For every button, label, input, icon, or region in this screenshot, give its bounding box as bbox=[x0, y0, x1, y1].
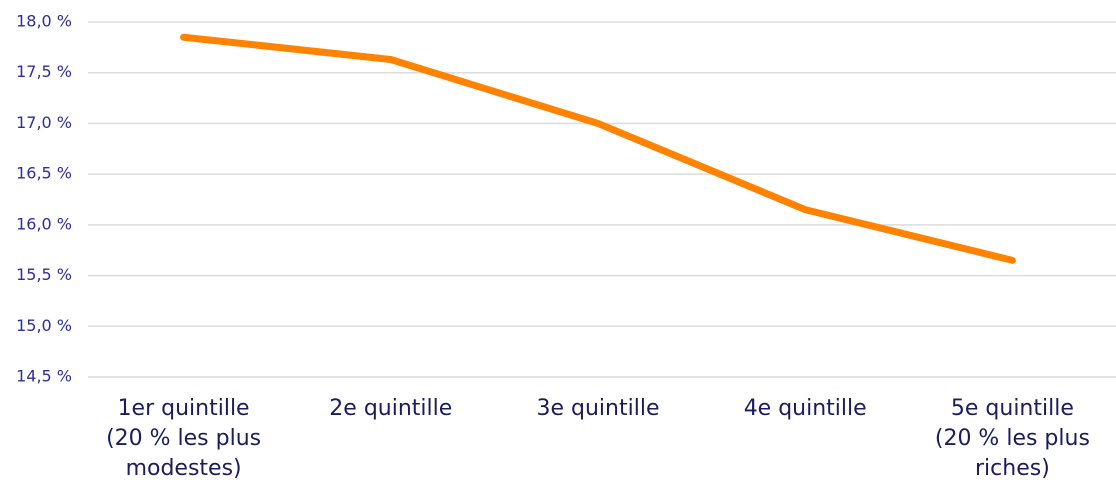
x-tick-label: 2e quintille bbox=[329, 396, 453, 421]
x-tick-label: 1er quintille (20 % les plus modestes) bbox=[106, 396, 262, 481]
y-tick-label: 17,5 % bbox=[16, 62, 72, 81]
y-tick-label: 14,5 % bbox=[16, 367, 72, 386]
x-tick-label: 5e quintille (20 % les plus riches) bbox=[934, 396, 1090, 481]
y-tick-label: 18,0 % bbox=[16, 12, 72, 31]
x-tick-label: 4e quintille bbox=[743, 396, 867, 421]
line bbox=[180, 33, 1016, 264]
y-tick-label: 15,5 % bbox=[16, 265, 72, 284]
y-tick-label: 16,0 % bbox=[16, 214, 72, 233]
x-tick-label: 3e quintille bbox=[536, 396, 660, 421]
y-tick-label: 15,0 % bbox=[16, 316, 72, 335]
y-tick-label: 16,5 % bbox=[16, 164, 72, 183]
y-tick-label: 17,0 % bbox=[16, 113, 72, 132]
